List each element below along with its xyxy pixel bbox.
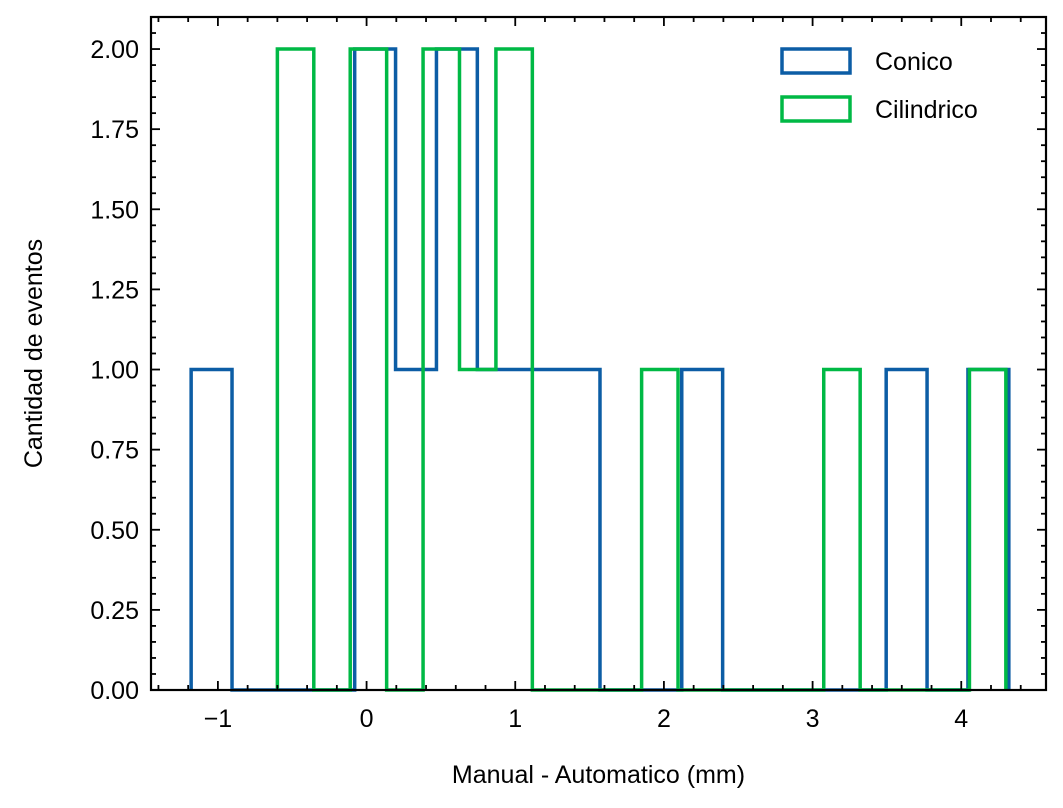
y-tick-label: 2.00 xyxy=(90,36,139,64)
x-tick-label: 3 xyxy=(806,705,820,733)
legend-swatch-conico xyxy=(780,47,852,75)
x-tick-label: 0 xyxy=(360,705,374,733)
x-tick-label: 2 xyxy=(657,705,671,733)
x-tick-label: 4 xyxy=(954,705,968,733)
y-tick-label: 1.00 xyxy=(90,357,139,385)
x-tick-label: −1 xyxy=(204,705,233,733)
y-tick-label: 0.50 xyxy=(90,517,139,545)
y-axis-title: Cantidad de eventos xyxy=(20,239,48,468)
tick-layer xyxy=(151,16,1046,691)
y-tick-label: 0.75 xyxy=(90,437,139,465)
legend-label-conico: Conico xyxy=(875,48,953,76)
legend-label-cilindrico: Cilindrico xyxy=(875,96,978,124)
legend-swatch-cilindrico xyxy=(780,95,852,123)
y-tick-label: 1.75 xyxy=(90,116,139,144)
y-tick-label: 0.25 xyxy=(90,597,139,625)
y-tick-label: 1.25 xyxy=(90,276,139,304)
y-tick-label: 0.00 xyxy=(90,677,139,705)
y-tick-label: 1.50 xyxy=(90,196,139,224)
x-tick-label: 1 xyxy=(508,705,522,733)
legend: Conico Cilindrico xyxy=(780,47,978,124)
tick-label-layer: −1 0 1 2 3 4 0.00 0.25 0.50 0.75 1.00 1.25 1.50 1.75 2… xyxy=(90,36,968,733)
x-axis-title: Manual - Automatico (mm) xyxy=(452,761,745,789)
